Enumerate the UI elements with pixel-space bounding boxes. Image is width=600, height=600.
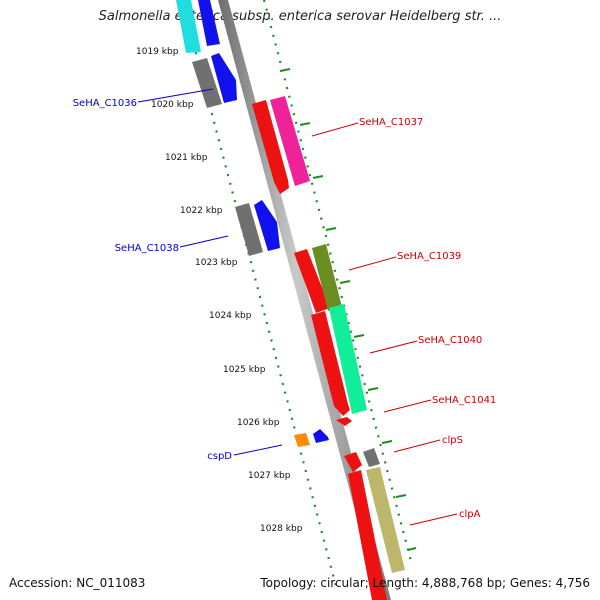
genome-backbone <box>218 0 391 600</box>
label-SeHA_C1041[interactable]: SeHA_C1041 <box>432 395 496 406</box>
accession-text: Accession: NC_011083 <box>9 576 146 590</box>
leader-SeHA_C1039 <box>348 256 397 271</box>
label-cspD[interactable]: cspD <box>207 451 232 462</box>
gene-gray-feature-mid[interactable] <box>235 203 263 256</box>
kbp-label: 1020 kbp <box>151 100 194 110</box>
kbp-label: 1021 kbp <box>165 153 208 163</box>
leader-SeHA_C1040 <box>369 340 418 354</box>
major-ticks <box>279 68 417 551</box>
gene-clpS-red[interactable] <box>344 452 362 472</box>
gene-blue-feature-top[interactable] <box>198 0 220 46</box>
kbp-label: 1027 kbp <box>248 471 291 481</box>
kbp-label: 1023 kbp <box>195 258 238 268</box>
label-SeHA_C1036[interactable]: SeHA_C1036 <box>73 98 137 109</box>
genome-summary-text: Topology: circular; Length: 4,888,768 bp… <box>260 576 590 590</box>
label-clpA[interactable]: clpA <box>459 509 481 520</box>
leader-SeHA_C1037 <box>311 122 359 137</box>
gene-SeHA_C1039[interactable] <box>312 244 342 311</box>
leader-SeHA_C1038 <box>179 235 229 248</box>
gene-SeHA_C1037[interactable] <box>270 96 310 186</box>
gene-clpA[interactable] <box>366 467 405 573</box>
kbp-label: 1028 kbp <box>260 524 303 534</box>
gene-SeHA_C1040[interactable] <box>329 304 367 414</box>
label-SeHA_C1038[interactable]: SeHA_C1038 <box>115 243 179 254</box>
leader-SeHA_C1041 <box>383 399 432 413</box>
label-clpS[interactable]: clpS <box>442 435 463 446</box>
label-SeHA_C1037[interactable]: SeHA_C1037 <box>359 117 423 128</box>
leader-clpA <box>409 513 458 526</box>
leader-clpS <box>393 439 441 453</box>
kbp-label: 1024 kbp <box>209 311 252 321</box>
gene-gray-feature-top[interactable] <box>192 58 222 108</box>
kbp-label: 1022 kbp <box>180 206 223 216</box>
gene-cspD-partner[interactable] <box>294 433 310 447</box>
gene-SeHA_C1037-red[interactable] <box>252 100 289 194</box>
gene-SeHA_C1040-red[interactable] <box>311 311 350 416</box>
tick-rail-outer <box>262 0 414 566</box>
kbp-label: 1026 kbp <box>237 418 280 428</box>
gene-SeHA_C1038[interactable] <box>254 200 280 251</box>
kbp-label: 1025 kbp <box>223 365 266 375</box>
gene-clpS[interactable] <box>363 448 380 467</box>
gene-cspD[interactable] <box>313 429 329 443</box>
map-title: Salmonella enterica subsp. enterica sero… <box>98 9 502 24</box>
kbp-label: 1019 kbp <box>136 47 179 57</box>
gene-SeHA_C1036[interactable] <box>211 53 237 103</box>
label-SeHA_C1040[interactable]: SeHA_C1040 <box>418 335 482 346</box>
gene-SeHA_C1039-red[interactable] <box>294 249 330 313</box>
gene-cyan-feature[interactable] <box>176 0 201 53</box>
leader-cspD <box>233 444 283 456</box>
gene-clpA-red[interactable] <box>348 470 387 600</box>
gene-SeHA_C1041[interactable] <box>336 417 352 426</box>
leader-SeHA_C1036 <box>137 88 214 103</box>
label-SeHA_C1039[interactable]: SeHA_C1039 <box>397 251 461 262</box>
